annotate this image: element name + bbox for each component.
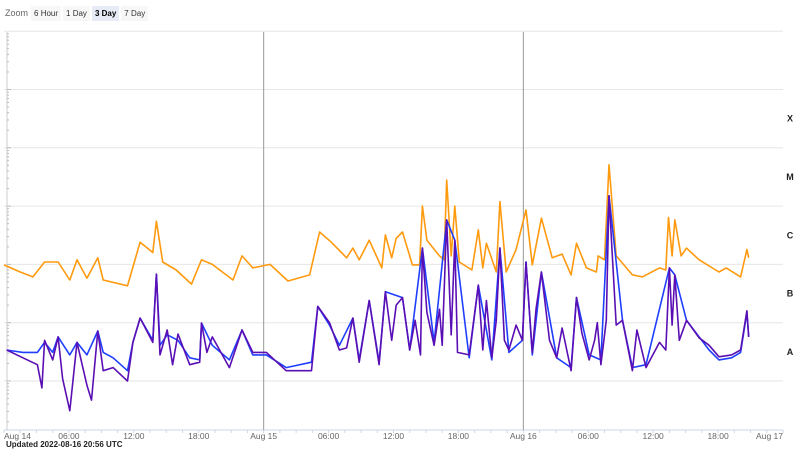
x-tick-label: 06:00 [318, 431, 340, 441]
x-tick-label: Aug 16 [510, 431, 537, 441]
x-tick-label: 18:00 [707, 431, 729, 441]
zoom-label: Zoom [5, 8, 29, 18]
x-tick-label: 18:00 [188, 431, 210, 441]
zoom-1-day-button[interactable]: 1 Day [63, 5, 90, 21]
class-label-A: A [787, 347, 794, 357]
x-tick-label: 12:00 [643, 431, 665, 441]
zoom-controls: Zoom 6 Hour 1 Day 3 Day 7 Day [5, 5, 150, 21]
x-tick-label: 06:00 [578, 431, 600, 441]
zoom-7-day-button[interactable]: 7 Day [121, 5, 149, 21]
class-label-C: C [787, 230, 794, 240]
class-label-M: M [786, 172, 794, 182]
zoom-3-day-button[interactable]: 3 Day [91, 5, 120, 21]
x-tick-label: 06:00 [58, 431, 80, 441]
series-line-0 [3, 164, 750, 287]
updated-timestamp: Updated 2022-08-16 20:56 UTC [6, 440, 123, 449]
x-tick-label: 12:00 [383, 431, 405, 441]
x-tick-label: Aug 15 [250, 431, 277, 441]
x-tick-label: Aug 14 [4, 431, 31, 441]
x-tick-label: 12:00 [123, 431, 145, 441]
class-label-B: B [787, 289, 794, 299]
x-tick-label: Aug 17 [756, 431, 783, 441]
zoom-6-hour-button[interactable]: 6 Hour [31, 5, 62, 21]
class-label-X: X [787, 114, 793, 124]
series-line-2 [6, 195, 750, 412]
x-tick-label: 18:00 [448, 431, 470, 441]
